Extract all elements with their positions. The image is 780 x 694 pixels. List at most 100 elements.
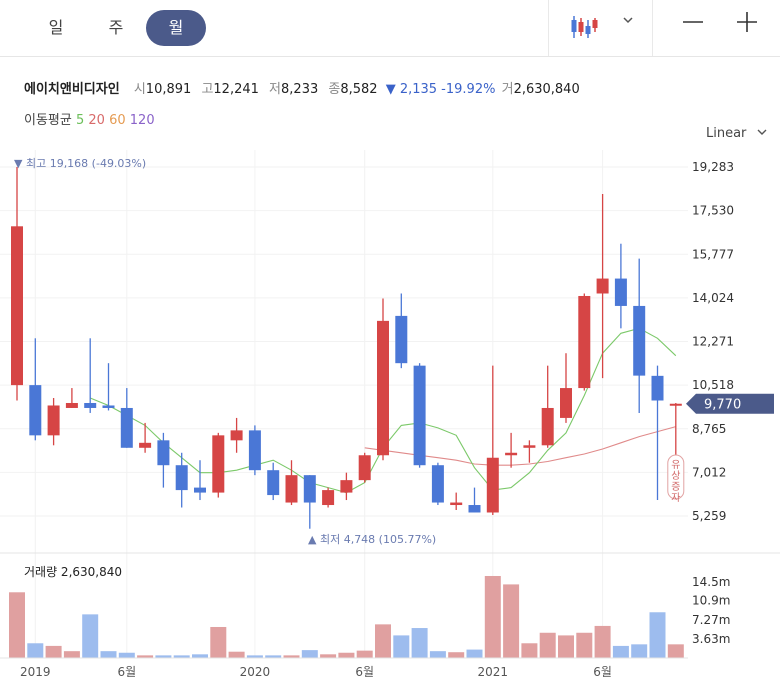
price-tick-label: 7,012 <box>692 465 726 479</box>
volume-bar <box>521 643 538 658</box>
volume-bar <box>192 654 208 658</box>
candle-body <box>669 403 682 406</box>
candle-body <box>29 385 42 436</box>
candle-body <box>139 442 152 448</box>
volume-bar <box>356 650 373 658</box>
ma5-label: 5 <box>75 113 85 128</box>
event-badge-char: 유 <box>671 459 680 471</box>
volume-bar <box>612 645 629 658</box>
ma120-label: 120 <box>129 113 155 128</box>
volume-bar <box>82 614 99 658</box>
candle-body <box>47 405 60 436</box>
volume-bar <box>100 651 117 658</box>
candle-body <box>120 407 133 448</box>
volume-bar <box>375 624 391 658</box>
candle-body <box>157 440 170 466</box>
x-tick-label: 2019 <box>20 665 51 679</box>
volume-bar <box>594 625 611 658</box>
volume-bar <box>631 644 648 658</box>
volume-bar <box>393 635 410 658</box>
candle-body <box>194 487 206 493</box>
x-tick-label: 6월 <box>593 665 612 679</box>
candle-body <box>486 457 499 513</box>
moving-average-legend: 이동평균 5 20 60 120 <box>24 109 155 128</box>
price-tick-label: 14,024 <box>692 291 734 305</box>
volume-bar <box>45 645 62 658</box>
candle-body <box>285 475 298 503</box>
volume-bar <box>118 652 135 658</box>
price-tick-label: 15,777 <box>692 247 734 261</box>
open-label: 시 <box>133 82 146 97</box>
current-price-label: 9,770 <box>704 398 741 413</box>
candle-body <box>395 315 408 364</box>
volume-value: 2,630,840 <box>513 82 580 97</box>
change-value: ▼ 2,135 -19.92% <box>385 82 496 97</box>
scale-label: Linear <box>706 126 747 141</box>
low-label: 저 <box>269 82 282 97</box>
volume-bar <box>667 644 684 658</box>
candle-body <box>377 320 389 456</box>
candle-body <box>468 505 481 513</box>
candle-body <box>560 388 572 418</box>
current-price-badge <box>686 393 774 414</box>
stock-name: 에이치앤비디자인 <box>24 82 120 97</box>
candle-body <box>175 465 188 491</box>
candle-body <box>322 490 335 506</box>
candle-body <box>614 278 627 306</box>
volume-bar <box>137 655 154 658</box>
event-badge <box>667 454 685 500</box>
chevron-down-icon[interactable] <box>622 14 634 30</box>
tab-weekly[interactable]: 주 <box>108 18 124 37</box>
candle-body <box>596 278 609 294</box>
top-toolbar: 일 주 월 <box>0 0 780 57</box>
candle-body <box>505 452 518 456</box>
volume-title: 거래량 2,630,840 <box>24 565 122 579</box>
quote-summary: 에이치앤비디자인 시10,891 고12,241 저8,233 종8,582 ▼… <box>24 78 584 97</box>
volume-bar <box>265 655 282 658</box>
high-label: 고 <box>201 82 214 97</box>
price-tick-label: 10,518 <box>692 378 734 392</box>
chevron-down-icon <box>757 129 767 135</box>
event-badge-char: 상 <box>671 470 680 482</box>
price-tick-label: 19,283 <box>692 160 734 174</box>
volume-bar <box>63 651 80 658</box>
candle-body <box>523 445 536 448</box>
candle-body <box>303 475 316 503</box>
volume-bar <box>448 652 465 658</box>
volume-bar <box>27 643 44 658</box>
volume-bar <box>466 649 483 658</box>
tab-daily[interactable]: 일 <box>48 18 64 37</box>
candle-body <box>102 405 115 408</box>
candle-body <box>84 402 97 408</box>
volume-bar <box>558 635 574 658</box>
price-tick-label: 5,259 <box>692 509 726 523</box>
plus-icon[interactable] <box>732 10 762 40</box>
scale-dropdown[interactable]: Linear <box>706 126 767 141</box>
volume-bar <box>301 650 318 658</box>
candle-body <box>431 465 444 503</box>
volume-bar <box>503 584 520 658</box>
ma20-line <box>364 426 676 466</box>
tab-monthly[interactable]: 월 <box>146 10 206 46</box>
volume-tick-label: 14.5m <box>692 575 730 589</box>
volume-bar <box>484 575 501 658</box>
candle-body <box>358 455 371 481</box>
toolbar-divider-2 <box>652 0 653 56</box>
volume-tick-label: 7.27m <box>692 613 730 627</box>
candlestick-icon[interactable] <box>570 14 598 40</box>
candle-body <box>11 226 23 386</box>
ma60-label: 60 <box>109 113 126 128</box>
candle-body <box>212 435 225 493</box>
volume-bar <box>338 652 355 658</box>
price-tick-label: 12,271 <box>692 335 734 349</box>
minus-icon[interactable] <box>678 10 708 40</box>
x-tick-label: 6월 <box>355 665 374 679</box>
candle-body <box>651 375 664 401</box>
x-tick-label: 2021 <box>478 665 509 679</box>
volume-tick-label: 10.9m <box>692 594 730 608</box>
volume-bar <box>411 628 428 658</box>
candle-body <box>340 480 353 493</box>
volume-bar <box>429 651 446 658</box>
volume-tick-label: 3.63m <box>692 632 730 646</box>
